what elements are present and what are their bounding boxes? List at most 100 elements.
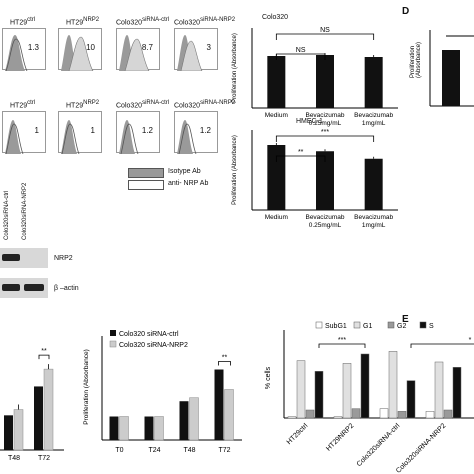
chart4-bar-s0-1 [333,416,343,419]
chart-colo320-title: Colo320 [262,14,289,21]
histogram-4-plot [177,35,203,71]
chart4-sig-label-0: *** [338,337,346,344]
chart3-sig-label: ** [222,355,228,362]
histogram-7-plot [119,120,139,154]
chart4-bar-s3-1 [360,353,370,419]
mfi-value-3: 8.7 [141,43,153,52]
chart3-xtick-2: T48 [183,447,195,454]
chart-proliferation-colo320: Proliferation (Absorbance) Colo320 siRNA-… [83,330,242,454]
chart2-bar-s1-1 [43,368,54,451]
flow-title-5: HT29ctrl [10,100,36,110]
partial-ylabel-2: (Absorbance) [416,42,422,78]
chart0-sig-label-1: NS [296,47,306,54]
chart4-xtick-1: HT29NRP2 [325,422,355,452]
histogram-7: 1.2 [116,111,160,154]
histogram-6: 1 [58,111,102,154]
chart4-xtick-0: HT29ctrl [286,422,310,446]
chart1-xtick-0: Medium [265,214,288,221]
chart3-xtick-3: T72 [218,447,230,454]
mfi-value-6: 1 [90,126,95,135]
chart4-sig-label-1: * [469,337,472,344]
flow-title-3: Colo320siRNA-ctrl [116,17,170,27]
chart2-sig-bracket [38,354,50,360]
blot-lane-1-label: Colo320siRNA-ctrl [4,190,10,240]
chart1-sig-bracket-0 [275,135,375,142]
chart4-ylabel: % cells [265,366,272,389]
chart4-bar-s0-0 [287,416,297,419]
mfi-value-8: 1.2 [199,126,211,135]
chart3-bar-s1-0 [119,416,129,441]
chart1-xtick-2-b: 1mg/mL [362,222,386,229]
chart4-bar-s1-3 [434,361,444,419]
chart3-legend-label-1: Colo320 siRNA-NRP2 [119,342,188,349]
blot-band-nrp2-1 [2,254,20,261]
chart1-sig-label-1: ** [298,149,304,156]
chart4-bar-s3-0 [314,371,324,419]
chart4-xtick-2: Colo320siRNA-ctrl [356,422,402,468]
chart-hmec1: Proliferation (Absorbance) Medium Bevacizu… [232,129,398,229]
blot-row-nrp2-label: NRP2 [54,255,73,262]
histogram-8: 1.2 [174,111,218,154]
chart1-bar-2 [364,158,383,210]
blot-nrp2-strip [0,248,48,268]
chart4-legend-swatch-1 [353,321,361,329]
histogram-3-plot [119,35,150,71]
chart3-bar-s1-1 [154,416,164,441]
mfi-value-1: 1.3 [27,43,39,52]
chart3-xtick-0: T0 [115,447,123,454]
chart4-legend-swatch-3 [419,321,427,329]
chart3-xtick-1: T24 [148,447,160,454]
chart2-bar-s0-0 [4,415,13,450]
histogram-1-plot [5,35,28,71]
chart-hmec1-title: HMEC-1 [296,118,323,125]
chart4-sig-bracket-1 [410,343,474,348]
chart3-bar-s0-3 [214,369,224,440]
chart4-xtick-3: Colo320siRNA-NRP2 [395,422,447,474]
histogram-5-plot [5,120,24,154]
chart4-bar-s0-3 [425,411,435,419]
legend-isotype-swatch [128,168,164,178]
chart1-xtick-1: Bevacizumab [305,214,344,221]
chart2-xtick-0: T48 [8,455,20,462]
chart1-sig-bracket-1 [275,155,326,162]
chart0-sig-label-0: NS [320,27,330,34]
blot-band-actin-1 [2,284,20,291]
chart4-legend-swatch-2 [387,321,395,329]
chart4-legend-label-1: G1 [363,323,372,330]
chart0-xtick-0: Medium [265,112,288,119]
chart4-bar-s3-2 [406,380,416,419]
chart3-sig-bracket [218,361,231,366]
mfi-value-4: 3 [206,43,211,52]
chart-proliferation-partial: T48 T72 ** [0,348,64,462]
chart4-bar-s2-0 [305,409,315,419]
chart1-ylabel: Proliferation (Absorbance) [232,135,238,205]
mfi-value-7: 1.2 [141,126,153,135]
histogram-4: 3 [174,28,218,71]
chart0-xtick-2: Bevacizumab [354,112,393,119]
histogram-6-plot [61,120,80,154]
chart2-sig-label: ** [41,348,47,355]
chart4-sig-bracket-0 [318,343,366,348]
chart0-bar-2 [364,57,383,108]
histogram-8-plot [177,120,197,154]
panel-letter-e: E [402,314,409,325]
mfi-value-2: 10 [86,43,95,52]
chart4-bar-s1-1 [342,363,352,419]
flow-title-4: Colo320siRNA-NRP2 [174,17,236,27]
chart3-bar-s0-0 [109,416,119,440]
partial-ylabel: Proliferation [410,46,416,78]
chart3-legend-swatch-0 [110,330,116,336]
chart0-bar-0 [267,56,286,108]
chart1-bar-0 [267,145,286,210]
chart2-xtick-1: T72 [38,455,50,462]
mfi-value-5: 1 [34,126,39,135]
chart2-bar-s0-1 [34,386,43,450]
chart3-bar-s0-2 [179,401,189,440]
histogram-2-plot [61,35,94,71]
flow-title-6: HT29NRP2 [66,100,100,110]
chart1-xtick-1-b: 0.25mg/mL [309,222,342,229]
chart3-legend-label-0: Colo320 siRNA-ctrl [119,331,179,338]
chart3-ylabel: Proliferation (Absorbance) [83,349,90,425]
chart4-legend-label-0: SubG1 [325,323,347,330]
